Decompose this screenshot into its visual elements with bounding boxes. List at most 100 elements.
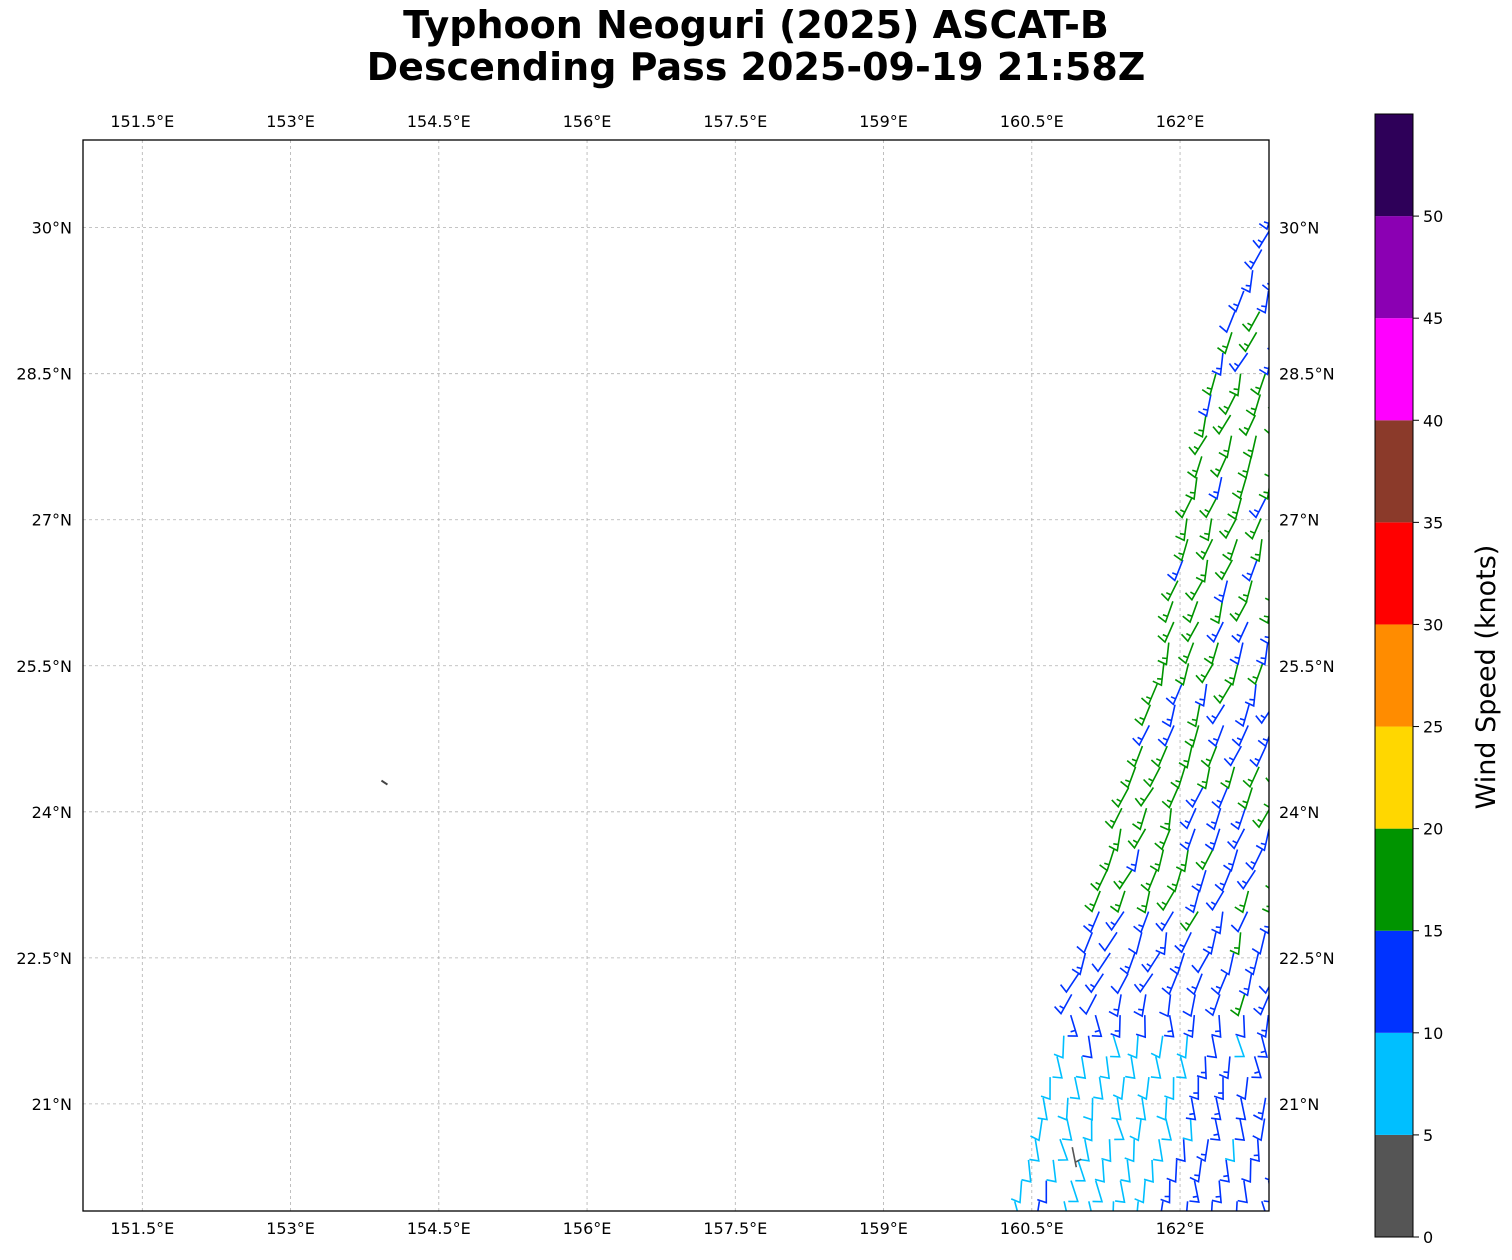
wind-barb: [1250, 539, 1263, 563]
wind-barb: [1205, 890, 1225, 912]
wind-barb: [1245, 849, 1263, 871]
colorbar-bin: [1375, 930, 1413, 1033]
wind-barb: [1166, 559, 1184, 582]
wind-barb: [1258, 484, 1269, 501]
chart-title: Typhoon Neoguri (2025) ASCAT-B Descendin…: [0, 4, 1512, 88]
lon-tick-label-top: 160.5°E: [1000, 112, 1064, 131]
lon-tick-label-bottom: 154.5°E: [407, 1219, 471, 1238]
wind-barb: [1198, 394, 1212, 418]
wind-barb: [1111, 787, 1130, 809]
wind-barb: [1161, 1118, 1173, 1141]
wind-barb: [1271, 188, 1282, 210]
wind-barb: [1258, 220, 1269, 231]
lat-tick-label-right: 27°N: [1279, 511, 1319, 530]
colorbar-tick-label: 25: [1423, 718, 1443, 737]
wind-barb: [1223, 849, 1239, 872]
wind-barb: [1057, 1138, 1069, 1161]
wind-barb: [1125, 1056, 1136, 1080]
wind-barb: [1166, 1159, 1178, 1184]
wind-barb: [1235, 1097, 1247, 1121]
wind-barb: [1214, 559, 1234, 581]
wind-barb: [1184, 725, 1200, 748]
wind-barb: [1230, 911, 1249, 933]
lon-tick-label-bottom: 162°E: [1156, 1219, 1205, 1238]
wind-barb: [1218, 1056, 1231, 1080]
wind-barb: [1217, 332, 1233, 355]
wind-barb: [1155, 932, 1168, 956]
wind-barb: [1240, 270, 1254, 294]
wind-barb: [1079, 1139, 1090, 1162]
wind-barb: [1265, 777, 1269, 783]
wind-barb: [1156, 890, 1175, 912]
wind-barb: [1010, 1180, 1023, 1204]
colorbar-tick-label: 30: [1423, 615, 1443, 634]
wind-barb: [1140, 683, 1158, 706]
wind-barb: [1227, 497, 1243, 521]
wind-barb: [1191, 952, 1210, 974]
wind-barb: [1268, 326, 1269, 328]
wind-barb: [1201, 373, 1217, 397]
wind-barb: [1228, 352, 1249, 373]
map-frame: [82, 139, 1270, 1212]
island-shape: [380, 779, 388, 786]
colorbar-bin: [1375, 624, 1413, 727]
wind-barb: [1224, 1139, 1236, 1163]
wind-barb: [1255, 710, 1269, 725]
colorbar-frame: [1374, 113, 1414, 1238]
colorbar-bin: [1375, 216, 1413, 319]
wind-barb: [1189, 1077, 1200, 1101]
wind-barb: [1183, 1015, 1196, 1039]
wind-barb: [1203, 642, 1219, 665]
wind-barb: [1256, 290, 1269, 314]
wind-barb: [1196, 1139, 1210, 1163]
wind-barb: [1202, 932, 1217, 956]
wind-barb: [1241, 1159, 1252, 1184]
wind-barb: [1270, 560, 1282, 582]
wind-barb: [1057, 1097, 1069, 1121]
lon-tick-label-bottom: 157.5°E: [703, 1219, 767, 1238]
wind-barb: [1157, 601, 1174, 624]
wind-barb: [1059, 973, 1080, 994]
wind-barb: [1213, 1077, 1224, 1101]
lon-tick-label-top: 157.5°E: [703, 112, 767, 131]
wind-barb: [1188, 435, 1208, 456]
wind-barb: [1237, 456, 1253, 480]
wind-barb: [1136, 1201, 1139, 1211]
wind-barb: [1112, 1077, 1125, 1101]
wind-barb: [1062, 1118, 1073, 1141]
wind-barb: [1196, 766, 1211, 790]
wind-barb: [1160, 580, 1179, 602]
wind-barb: [1208, 476, 1223, 500]
lon-tick-label-top: 156°E: [563, 112, 612, 131]
wind-barb: [1206, 621, 1224, 644]
wind-barb: [1091, 1014, 1103, 1038]
wind-barb: [1126, 849, 1140, 873]
colorbar-bin: [1375, 420, 1413, 523]
wind-barb: [1261, 905, 1269, 913]
wind-barb: [1261, 282, 1269, 292]
wind-barb: [1029, 1139, 1040, 1162]
wind-barb: [1194, 683, 1208, 708]
wind-barb: [1159, 808, 1172, 832]
wind-barb: [1212, 414, 1232, 436]
wind-barb: [1207, 725, 1225, 748]
lon-tick-label-top: 151.5°E: [110, 112, 174, 131]
wind-barb: [1210, 973, 1228, 996]
wind-barb: [1252, 808, 1269, 829]
wind-barb: [1211, 352, 1224, 377]
wind-barb: [1261, 1201, 1266, 1211]
wind-barb: [1220, 952, 1235, 976]
wind-barb: [1166, 869, 1182, 893]
wind-barb: [1180, 621, 1200, 643]
wind-barb: [1195, 662, 1214, 684]
axis-tick-labels: 151.5°E 151.5°E 153°E 153°E 154.5°E 154.5°E 15…: [16, 112, 1334, 1238]
wind-barb: [1220, 766, 1236, 790]
wind-barb: [1222, 538, 1238, 562]
wind-barb: [1195, 849, 1214, 871]
wind-barb: [1084, 973, 1104, 994]
wind-barb: [1264, 597, 1269, 601]
wind-barb: [1110, 973, 1129, 995]
colorbar-tick-label: 15: [1423, 922, 1443, 941]
wind-barb: [1182, 601, 1199, 624]
wind-barb: [1164, 1077, 1175, 1101]
